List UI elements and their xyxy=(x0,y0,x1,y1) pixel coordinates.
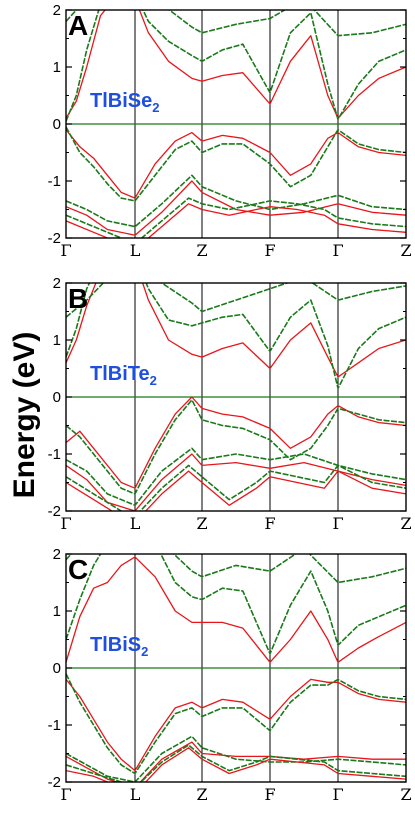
x-tick-label: Z xyxy=(196,514,207,533)
x-tick-label: Z xyxy=(196,241,207,260)
y-tick-label: 0 xyxy=(53,660,61,677)
band-line xyxy=(66,673,406,775)
x-tick-label: Γ xyxy=(60,785,71,804)
band-line xyxy=(66,470,406,511)
bands xyxy=(66,10,406,238)
x-tick-label: L xyxy=(130,785,141,804)
y-tick-label: -1 xyxy=(48,717,61,734)
x-tick-label: Z xyxy=(400,241,411,260)
panel-a: -2 -1 0 1 2 Γ L Z F Γ Z A TlBiSe2 xyxy=(48,2,412,260)
y-tick-label: 0 xyxy=(53,389,61,406)
y-tick-label: 2 xyxy=(53,2,61,19)
x-tick-label: Γ xyxy=(332,241,343,260)
band-line xyxy=(66,396,406,489)
compound-label: TlBiSe2 xyxy=(90,90,159,115)
y-tick-label: -1 xyxy=(48,446,61,463)
band-line xyxy=(66,203,406,238)
y-tick-label: 2 xyxy=(53,546,61,563)
panel-b: -2 -1 0 1 2 Γ L Z F Γ Z B TlBiTe2 xyxy=(48,275,412,533)
x-tick-label: Γ xyxy=(60,514,71,533)
band-line xyxy=(66,464,406,511)
x-tick-label: F xyxy=(264,514,275,533)
x-tick-label: F xyxy=(264,785,275,804)
compound-label: TlBiTe2 xyxy=(90,363,157,388)
y-tick-label: 1 xyxy=(53,332,61,349)
x-tick-label: Z xyxy=(196,785,207,804)
y-tick-label: 2 xyxy=(53,275,61,292)
y-tick-label: -2 xyxy=(48,503,61,520)
band-line xyxy=(66,554,406,655)
y-tick-label: 1 xyxy=(53,59,61,76)
y-tick-label: 0 xyxy=(53,116,61,133)
panel-letter: A xyxy=(68,10,88,41)
band-line xyxy=(66,10,406,37)
x-tick-label: Γ xyxy=(332,785,343,804)
x-tick-label: Z xyxy=(400,785,411,804)
band-line xyxy=(66,283,406,378)
band-line xyxy=(66,747,406,782)
band-line xyxy=(66,399,406,495)
band-line xyxy=(66,283,406,318)
x-tick-label: F xyxy=(264,241,275,260)
band-line xyxy=(66,126,406,202)
band-line xyxy=(66,678,406,772)
panel-letter: B xyxy=(68,283,88,314)
bands xyxy=(66,283,406,511)
band-line xyxy=(66,180,406,236)
x-tick-label: Z xyxy=(400,514,411,533)
band-line xyxy=(66,129,406,199)
panel-letter: C xyxy=(68,554,88,585)
y-tick-label: 1 xyxy=(53,603,61,620)
x-tick-label: Γ xyxy=(332,514,343,533)
y-tick-label: -2 xyxy=(48,774,61,791)
band-line xyxy=(66,10,406,122)
x-tick-label: L xyxy=(130,241,141,260)
band-line xyxy=(66,556,406,663)
band-line xyxy=(66,554,406,584)
x-tick-label: L xyxy=(130,514,141,533)
x-tick-label: Γ xyxy=(60,241,71,260)
y-axis-title: Energy (eV) xyxy=(8,332,41,499)
band-line xyxy=(66,741,406,782)
compound-label: TlBiS2 xyxy=(90,634,148,659)
band-line xyxy=(66,197,406,238)
y-tick-label: -1 xyxy=(48,173,61,190)
band-line xyxy=(66,283,406,390)
panel-c: -2 -1 0 1 2 Γ L Z F Γ Z C TlBiS2 xyxy=(48,546,412,804)
band-line xyxy=(66,174,406,228)
y-tick-label: -2 xyxy=(48,230,61,247)
band-line xyxy=(66,735,406,782)
band-line xyxy=(66,744,406,782)
bands xyxy=(66,554,406,782)
